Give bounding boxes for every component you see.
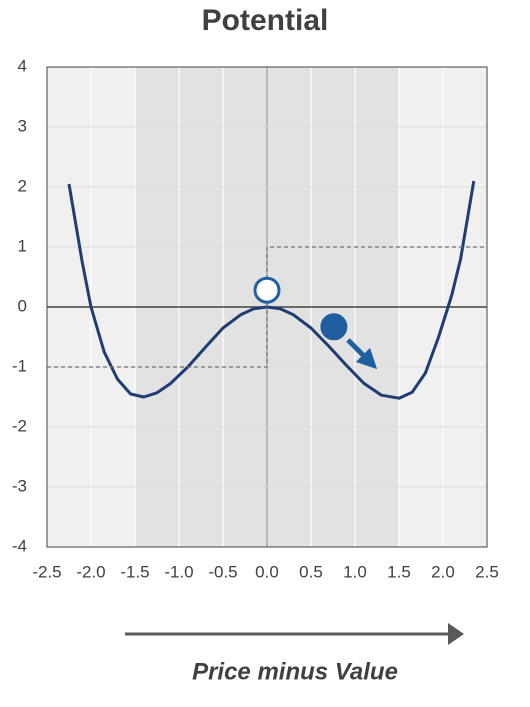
ball <box>320 313 348 341</box>
x-tick-label: 0.5 <box>299 562 323 581</box>
y-tick-label: -2 <box>12 416 27 435</box>
x-tick-label: -1.0 <box>164 562 193 581</box>
x-tick-label: -2.0 <box>76 562 105 581</box>
chart-title: Potential <box>202 4 329 37</box>
axis-arrow-head <box>448 623 464 645</box>
y-tick-label: 3 <box>18 116 27 135</box>
dashed-line <box>47 246 487 368</box>
x-tick-label: 0.0 <box>255 562 279 581</box>
x-tick-label: -0.5 <box>208 562 237 581</box>
x-tick-label: 1.0 <box>343 562 367 581</box>
x-axis-label: Price minus Value <box>192 658 398 685</box>
direction-arrow <box>346 338 378 370</box>
y-tick-label: -3 <box>12 476 27 495</box>
x-tick-label: 2.5 <box>475 562 499 581</box>
y-tick-label: 1 <box>18 236 27 255</box>
x-tick-label: 2.0 <box>431 562 455 581</box>
x-tick-label: -2.5 <box>32 562 61 581</box>
y-tick-label: -4 <box>12 536 27 555</box>
x-tick-label: -1.5 <box>120 562 149 581</box>
y-tick-label: 0 <box>18 296 27 315</box>
x-tick-label: 1.5 <box>387 562 411 581</box>
y-tick-label: 2 <box>18 176 27 195</box>
y-tick-label: 4 <box>18 56 27 75</box>
plot-border <box>46 66 488 548</box>
y-tick-label: -1 <box>12 356 27 375</box>
ball <box>253 276 281 304</box>
